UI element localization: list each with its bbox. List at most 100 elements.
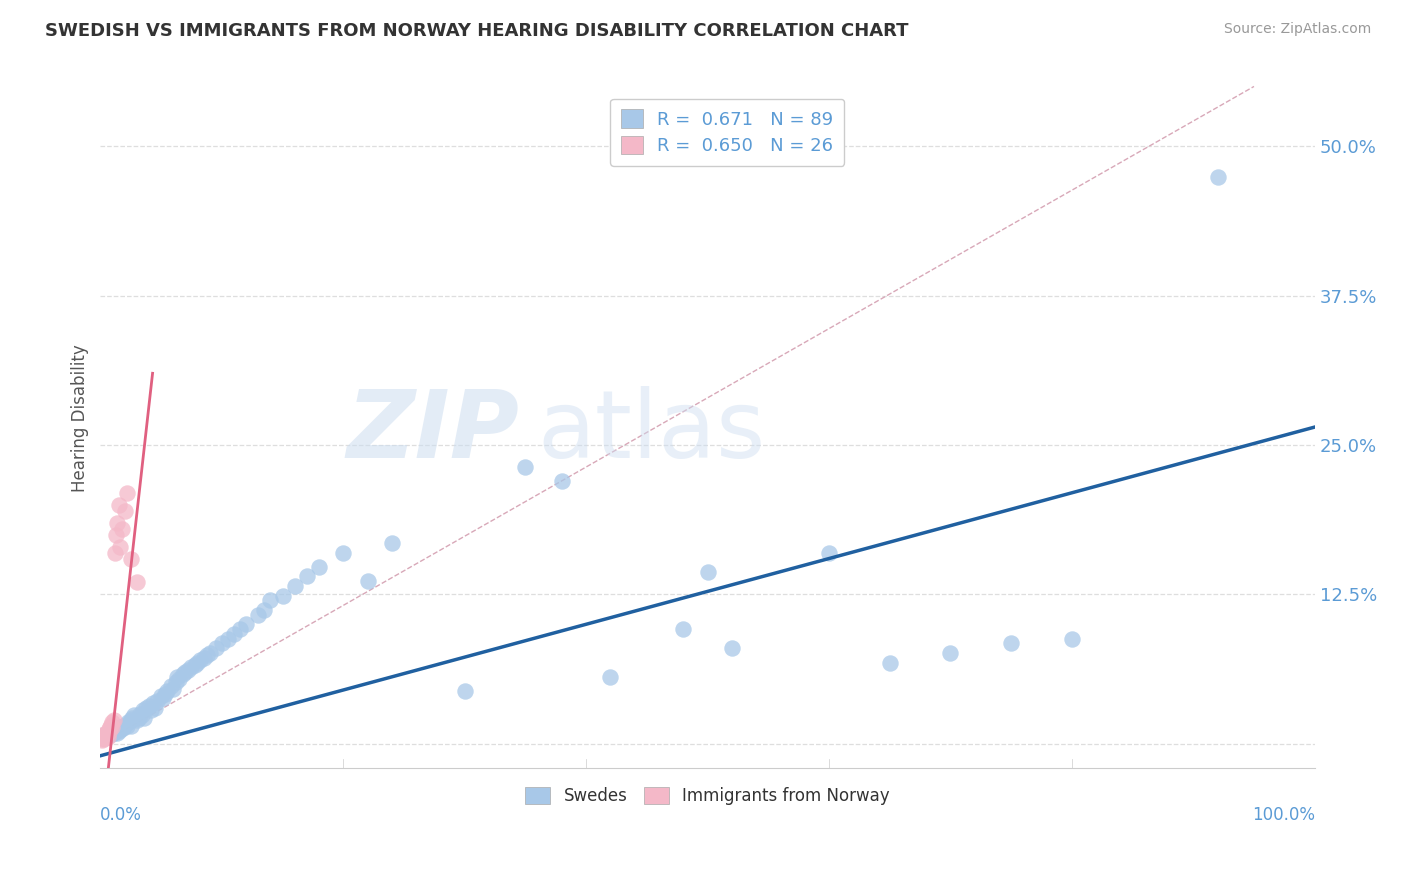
Text: 0.0%: 0.0% — [100, 806, 142, 824]
Point — [271, 589, 294, 603]
Point — [107, 721, 129, 735]
Point — [98, 724, 121, 739]
Point — [138, 698, 160, 713]
Point — [253, 603, 276, 617]
Point — [818, 545, 841, 559]
Point — [247, 607, 270, 622]
Point — [91, 731, 114, 745]
Text: 100.0%: 100.0% — [1251, 806, 1315, 824]
Text: Source: ZipAtlas.com: Source: ZipAtlas.com — [1223, 22, 1371, 37]
Point — [101, 727, 124, 741]
Point — [141, 703, 163, 717]
Point — [132, 710, 155, 724]
Point — [111, 522, 134, 536]
Point — [696, 565, 718, 579]
Point — [98, 720, 121, 734]
Point — [96, 727, 118, 741]
Point — [146, 694, 169, 708]
Point — [97, 727, 120, 741]
Point — [97, 724, 120, 739]
Point — [117, 715, 139, 730]
Point — [107, 723, 129, 738]
Point — [156, 684, 179, 698]
Point — [93, 730, 115, 744]
Point — [114, 717, 136, 731]
Point — [193, 650, 215, 665]
Point — [235, 617, 257, 632]
Point — [159, 680, 181, 694]
Point — [100, 717, 122, 731]
Point — [131, 708, 153, 723]
Point — [169, 673, 191, 687]
Point — [720, 641, 742, 656]
Point — [98, 726, 121, 740]
Point — [143, 701, 166, 715]
Text: SWEDISH VS IMMIGRANTS FROM NORWAY HEARING DISABILITY CORRELATION CHART: SWEDISH VS IMMIGRANTS FROM NORWAY HEARIN… — [45, 22, 908, 40]
Point — [879, 656, 901, 670]
Point — [108, 720, 131, 734]
Point — [112, 721, 135, 735]
Text: ZIP: ZIP — [346, 386, 519, 478]
Point — [103, 713, 125, 727]
Point — [188, 653, 211, 667]
Point — [162, 681, 184, 696]
Point — [114, 504, 136, 518]
Point — [108, 540, 131, 554]
Legend: Swedes, Immigrants from Norway: Swedes, Immigrants from Norway — [519, 780, 897, 812]
Point — [284, 579, 307, 593]
Point — [125, 713, 148, 727]
Text: atlas: atlas — [537, 386, 766, 478]
Point — [135, 701, 157, 715]
Point — [105, 723, 128, 737]
Point — [551, 474, 574, 488]
Point — [152, 691, 174, 706]
Point — [198, 646, 221, 660]
Point — [120, 551, 142, 566]
Point — [97, 728, 120, 742]
Point — [229, 622, 252, 636]
Point — [453, 684, 475, 698]
Point — [308, 560, 330, 574]
Point — [1206, 170, 1229, 185]
Point — [153, 687, 176, 701]
Point — [599, 670, 621, 684]
Point — [111, 720, 134, 734]
Point — [332, 545, 354, 559]
Point — [939, 646, 962, 660]
Point — [101, 715, 124, 730]
Point — [104, 724, 127, 739]
Point — [166, 670, 188, 684]
Point — [93, 727, 115, 741]
Point — [174, 665, 197, 679]
Point — [128, 710, 150, 724]
Point — [93, 728, 115, 742]
Point — [125, 575, 148, 590]
Point — [132, 703, 155, 717]
Point — [222, 627, 245, 641]
Point — [100, 724, 122, 739]
Point — [184, 657, 207, 672]
Point — [105, 726, 128, 740]
Point — [165, 674, 187, 689]
Point — [97, 730, 120, 744]
Point — [204, 641, 226, 656]
Point — [101, 723, 124, 738]
Point — [97, 723, 120, 737]
Point — [186, 656, 208, 670]
Point — [124, 708, 146, 723]
Point — [120, 719, 142, 733]
Point — [96, 728, 118, 742]
Point — [217, 632, 239, 646]
Point — [129, 706, 152, 721]
Point — [259, 593, 281, 607]
Point — [672, 622, 695, 636]
Point — [356, 574, 378, 589]
Point — [105, 527, 128, 541]
Point — [180, 660, 202, 674]
Point — [142, 696, 165, 710]
Point — [1000, 636, 1022, 650]
Point — [94, 731, 117, 745]
Point — [96, 727, 118, 741]
Point — [172, 667, 194, 681]
Point — [103, 723, 125, 737]
